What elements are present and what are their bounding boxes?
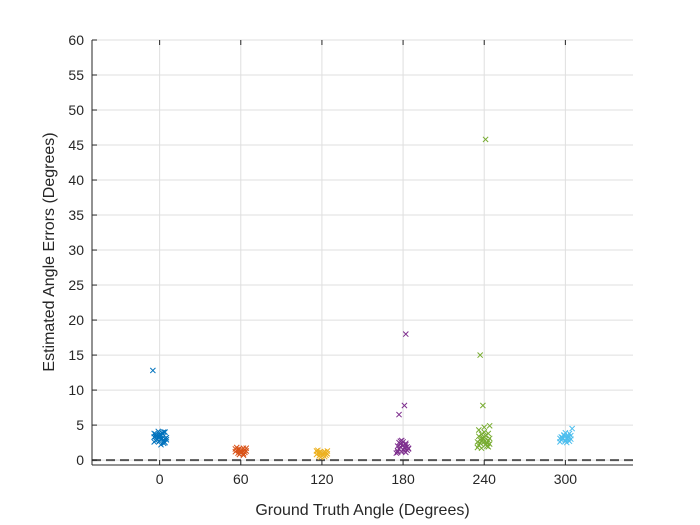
data-point-x-marker <box>162 429 168 436</box>
data-point-x-marker <box>401 448 408 454</box>
grid-lines <box>92 39 633 465</box>
data-point-x-marker <box>149 367 156 374</box>
y-axis-label: Estimated Angle Errors (Degrees) <box>41 132 58 371</box>
y-tick-label: 10 <box>68 382 84 398</box>
series-2 <box>232 444 250 459</box>
y-tick-label: 45 <box>68 137 84 153</box>
y-tick-label: 25 <box>68 277 84 293</box>
data-point-x-marker <box>394 449 401 456</box>
data-point-x-marker <box>156 434 163 440</box>
data-point-x-marker <box>475 427 482 433</box>
x-tick-label: 300 <box>554 471 578 487</box>
data-point-x-marker <box>557 435 563 442</box>
x-tick-label: 120 <box>310 471 334 487</box>
y-tick-label: 5 <box>76 417 84 433</box>
data-point-x-marker <box>477 352 484 359</box>
y-tick-label: 15 <box>68 347 84 363</box>
axes <box>91 39 633 466</box>
data-point-x-marker <box>479 402 486 409</box>
data-point-x-marker <box>401 402 408 409</box>
data-point-x-marker <box>481 424 488 431</box>
data-point-x-marker <box>486 422 493 429</box>
series-6 <box>557 425 576 446</box>
data-point-x-marker <box>485 430 492 437</box>
data-point-x-marker <box>481 438 488 445</box>
tick-labels: 0 60 120 180 240 300 0 5 10 15 20 25 30 35 40 45 50 55 60 <box>68 32 577 487</box>
data-point-x-marker <box>240 452 247 459</box>
data-point-x-marker <box>481 429 488 436</box>
data-point-x-marker <box>562 429 569 436</box>
series-1 <box>149 367 170 448</box>
x-tick-label: 60 <box>233 471 249 487</box>
series-3 <box>313 447 331 461</box>
data-point-x-marker <box>565 436 572 443</box>
data-point-x-marker <box>396 411 402 418</box>
y-tick-label: 30 <box>68 242 84 258</box>
data-point-x-marker <box>478 445 485 452</box>
data-point-x-marker <box>567 432 574 439</box>
data-point-x-marker <box>313 448 320 454</box>
x-tick-label: 240 <box>473 471 497 487</box>
data-point-x-marker <box>486 435 493 442</box>
data-point-x-marker <box>232 445 239 452</box>
data-point-x-marker <box>402 331 409 338</box>
data-point-x-marker <box>404 443 411 450</box>
data-point-x-marker <box>569 425 576 432</box>
series-5 <box>474 136 493 452</box>
y-tick-label: 20 <box>68 312 84 328</box>
data-markers <box>149 136 576 461</box>
y-tick-label: 60 <box>68 32 84 48</box>
x-tick-label: 180 <box>391 471 415 487</box>
data-point-x-marker <box>156 431 163 438</box>
data-point-x-marker <box>243 448 250 454</box>
data-point-x-marker <box>155 428 162 435</box>
x-tick-label: 0 <box>156 471 164 487</box>
data-point-x-marker <box>482 136 489 143</box>
y-tick-label: 0 <box>76 452 84 468</box>
data-point-x-marker <box>485 443 492 450</box>
series-4 <box>393 331 412 457</box>
data-point-x-marker <box>158 441 164 448</box>
data-point-x-marker <box>318 452 325 459</box>
data-point-x-marker <box>397 438 404 445</box>
y-tick-label: 35 <box>68 207 84 223</box>
x-axis-label: Ground Truth Angle (Degrees) <box>255 502 469 519</box>
plot-area-background <box>92 40 633 465</box>
data-point-x-marker <box>324 450 331 457</box>
y-tick-label: 40 <box>68 172 84 188</box>
data-point-x-marker <box>402 440 409 447</box>
y-tick-label: 50 <box>68 102 84 118</box>
y-tick-label: 55 <box>68 67 84 83</box>
